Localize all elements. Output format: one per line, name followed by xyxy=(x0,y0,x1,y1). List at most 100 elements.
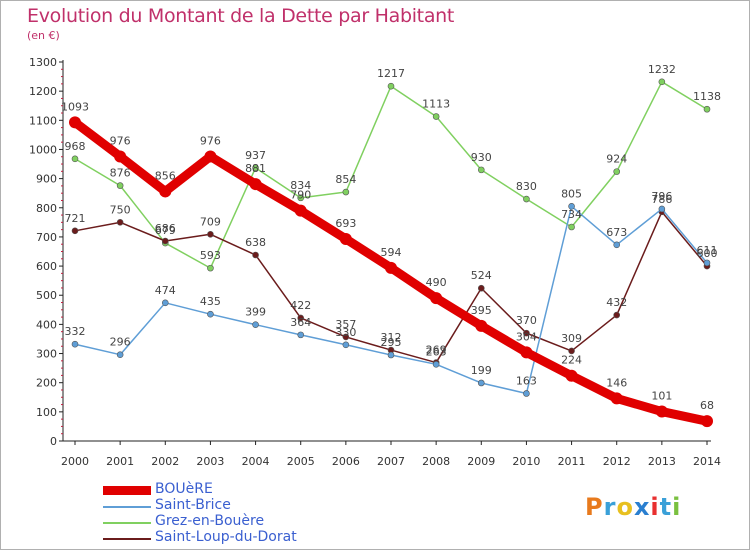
data-point-3 xyxy=(613,311,621,319)
data-point-1 xyxy=(116,351,124,359)
data-point-0 xyxy=(520,346,533,359)
data-label-1: 611 xyxy=(697,244,718,257)
data-point-2 xyxy=(568,223,575,231)
data-label-2: 679 xyxy=(155,224,176,237)
data-label-0: 881 xyxy=(245,162,266,175)
data-point-2 xyxy=(252,164,259,172)
data-point-3 xyxy=(71,227,79,235)
data-point-0 xyxy=(204,150,217,163)
x-tick-label: 2012 xyxy=(603,455,631,468)
data-label-3: 638 xyxy=(245,236,266,249)
data-label-2: 968 xyxy=(65,140,86,153)
data-label-3: 786 xyxy=(651,193,672,206)
x-tick-label: 2004 xyxy=(242,455,270,468)
data-label-2: 1232 xyxy=(648,63,676,76)
legend-swatch-grez-en-bouere xyxy=(103,522,151,524)
data-point-3 xyxy=(523,329,530,337)
data-label-2: 1138 xyxy=(693,90,721,103)
data-point-2 xyxy=(342,188,350,196)
data-point-0 xyxy=(565,369,578,382)
y-tick-label: 700 xyxy=(36,231,57,244)
data-label-2: 1217 xyxy=(377,67,405,80)
data-label-3: 721 xyxy=(65,212,86,225)
data-label-1: 296 xyxy=(110,336,131,349)
data-label-3: 312 xyxy=(381,331,402,344)
y-tick-label: 900 xyxy=(36,173,57,186)
data-label-0: 68 xyxy=(700,399,714,412)
y-tick-label: 1100 xyxy=(29,114,57,127)
y-tick-label: 1300 xyxy=(29,56,57,69)
data-label-2: 593 xyxy=(200,249,221,262)
data-label-1: 364 xyxy=(290,316,311,329)
data-label-0: 1093 xyxy=(61,100,89,113)
legend-label-bouere: BOUèRE xyxy=(155,481,213,497)
data-label-3: 600 xyxy=(697,247,718,260)
data-point-1 xyxy=(613,241,621,249)
legend-label-saint-loup-du-dorat: Saint-Loup-du-Dorat xyxy=(155,529,297,545)
data-point-0 xyxy=(249,178,262,191)
data-label-1: 435 xyxy=(200,295,221,308)
data-label-0: 146 xyxy=(606,376,627,389)
y-tick-label: 800 xyxy=(36,202,57,215)
legend-swatch-saint-loup-du-dorat xyxy=(103,538,151,540)
y-tick-label: 0 xyxy=(50,435,57,448)
data-label-0: 856 xyxy=(155,169,176,182)
data-point-1 xyxy=(387,351,395,359)
chart-unit: (en €) xyxy=(27,29,60,42)
data-point-3 xyxy=(252,251,259,259)
logo-letter: i xyxy=(650,493,660,521)
data-point-1 xyxy=(477,379,485,387)
data-label-2: 734 xyxy=(561,208,582,221)
data-point-0 xyxy=(385,261,397,274)
x-tick-label: 2009 xyxy=(467,455,495,468)
data-label-2: 830 xyxy=(516,180,537,193)
data-point-2 xyxy=(116,182,124,189)
data-label-1: 263 xyxy=(426,345,447,358)
legend-label-saint-brice: Saint-Brice xyxy=(155,497,231,513)
data-label-3: 370 xyxy=(516,314,537,327)
data-label-0: 304 xyxy=(516,330,537,343)
data-label-0: 101 xyxy=(651,390,672,403)
data-point-0 xyxy=(701,415,713,428)
y-tick-label: 1200 xyxy=(29,85,57,98)
logo-letter: r xyxy=(603,493,617,521)
data-point-1 xyxy=(71,340,79,348)
data-point-2 xyxy=(297,194,305,202)
data-label-0: 594 xyxy=(381,246,402,259)
data-point-0 xyxy=(655,405,668,418)
data-point-3 xyxy=(297,314,305,322)
y-tick-label: 600 xyxy=(36,260,57,273)
data-label-3: 524 xyxy=(471,269,492,282)
data-label-3: 269 xyxy=(426,344,447,357)
data-label-1: 474 xyxy=(155,284,176,297)
y-tick-label: 400 xyxy=(36,318,57,331)
data-point-3 xyxy=(207,230,214,238)
data-point-1 xyxy=(432,361,440,368)
data-point-1 xyxy=(207,310,214,318)
data-point-1 xyxy=(342,341,350,349)
data-point-2 xyxy=(477,166,485,174)
legend-swatch-saint-brice xyxy=(103,506,151,508)
logo-letter: x xyxy=(633,493,651,521)
data-point-1 xyxy=(658,205,666,213)
data-label-1: 295 xyxy=(381,336,402,349)
logo-letter: P xyxy=(585,493,604,521)
data-point-2 xyxy=(71,155,79,163)
data-label-2: 876 xyxy=(110,167,131,180)
data-label-0: 490 xyxy=(426,276,447,289)
data-label-1: 399 xyxy=(245,306,266,319)
data-label-0: 395 xyxy=(471,304,492,317)
data-label-3: 309 xyxy=(561,332,582,345)
data-label-1: 163 xyxy=(516,374,537,387)
x-tick-label: 2007 xyxy=(377,455,405,468)
proxiti-logo: Proxiti xyxy=(585,493,681,521)
x-tick-label: 2008 xyxy=(422,455,450,468)
data-label-3: 750 xyxy=(110,203,131,216)
data-point-1 xyxy=(297,331,305,339)
data-point-0 xyxy=(339,232,352,245)
data-point-2 xyxy=(207,264,214,272)
logo-letter: t xyxy=(659,493,673,521)
y-tick-label: 200 xyxy=(36,377,57,390)
data-label-2: 930 xyxy=(471,151,492,164)
